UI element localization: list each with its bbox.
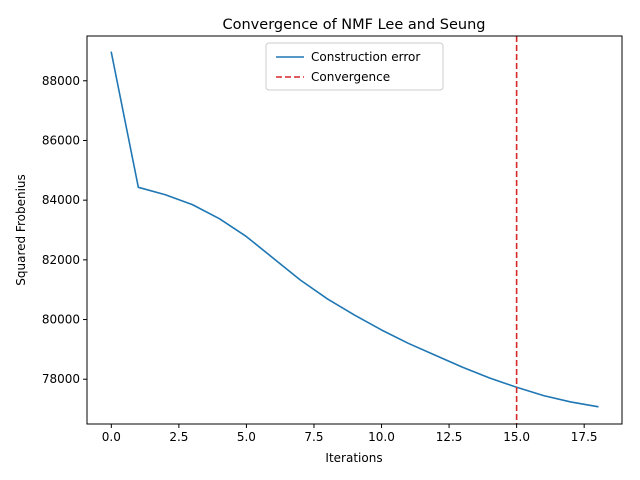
y-tick-label: 86000: [42, 133, 80, 147]
y-tick-label: 82000: [42, 253, 80, 267]
x-tick-label: 0.0: [102, 430, 121, 444]
plot-area: [86, 35, 623, 425]
legend: Construction error Convergence: [265, 42, 444, 91]
chart-title: Convergence of NMF Lee and Seung: [223, 17, 486, 33]
x-tick-label: 10.0: [368, 430, 395, 444]
legend-label-construction-error: Construction error: [311, 50, 420, 64]
axis-ticks: 0.0 2.5 5.0 7.5 10.0 12.5 15.0 17.5 78000 80000 82…: [42, 74, 598, 444]
y-axis-label: Squared Frobenius: [14, 174, 28, 286]
legend-label-convergence: Convergence: [311, 70, 390, 84]
y-tick-label: 80000: [42, 313, 80, 327]
x-tick-label: 7.5: [304, 430, 323, 444]
x-tick-label: 12.5: [436, 430, 463, 444]
y-tick-label: 78000: [42, 372, 80, 386]
x-tick-label: 5.0: [237, 430, 256, 444]
x-tick-label: 15.0: [503, 430, 530, 444]
legend-frame: [265, 42, 444, 91]
x-tick-label: 2.5: [169, 430, 188, 444]
y-tick-label: 84000: [42, 193, 80, 207]
x-tick-label: 17.5: [571, 430, 598, 444]
axes-frame: [86, 35, 623, 425]
y-tick-label: 88000: [42, 74, 80, 88]
x-axis-label: Iterations: [325, 451, 382, 465]
